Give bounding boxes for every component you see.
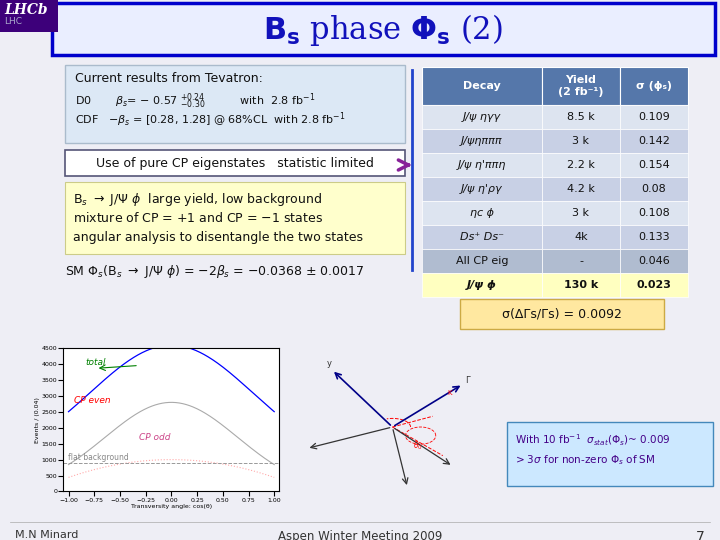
Text: D0       $\beta_s$= $-$ 0.57 $^{+0.24}_{-0.30}$          with  2.8 fb$^{-1}$: D0 $\beta_s$= $-$ 0.57 $^{+0.24}_{-0.30}… [75, 91, 315, 111]
Text: CP odd: CP odd [139, 433, 171, 442]
Text: > 3$\sigma$ for non-zero $\Phi_s$ of SM: > 3$\sigma$ for non-zero $\Phi_s$ of SM [515, 453, 655, 467]
Y-axis label: Events / (0.04): Events / (0.04) [35, 397, 40, 443]
FancyBboxPatch shape [422, 105, 542, 129]
Text: -: - [579, 256, 583, 266]
Text: J/ψ ϕ: J/ψ ϕ [467, 280, 497, 290]
FancyBboxPatch shape [620, 201, 688, 225]
FancyBboxPatch shape [422, 67, 542, 105]
FancyBboxPatch shape [422, 249, 542, 273]
FancyBboxPatch shape [542, 67, 620, 105]
FancyBboxPatch shape [65, 150, 405, 176]
Text: LHCb: LHCb [4, 3, 48, 17]
Text: 0.142: 0.142 [638, 136, 670, 146]
Text: 0.133: 0.133 [638, 232, 670, 242]
FancyBboxPatch shape [542, 249, 620, 273]
Text: total: total [85, 359, 105, 368]
Text: Yield
(2 fb⁻¹): Yield (2 fb⁻¹) [558, 75, 604, 97]
Text: LHC: LHC [4, 17, 22, 26]
FancyBboxPatch shape [52, 3, 715, 55]
X-axis label: Transversity angle: cos(θ): Transversity angle: cos(θ) [131, 504, 212, 509]
FancyBboxPatch shape [620, 273, 688, 297]
FancyBboxPatch shape [542, 153, 620, 177]
Text: J/ψ η'ππη: J/ψ η'ππη [458, 160, 506, 170]
FancyBboxPatch shape [542, 177, 620, 201]
Text: All CP eig: All CP eig [456, 256, 508, 266]
Text: Current results from Tevatron:: Current results from Tevatron: [75, 72, 263, 85]
FancyBboxPatch shape [460, 299, 664, 329]
Text: 0.109: 0.109 [638, 112, 670, 122]
Text: SM $\Phi_s$(B$_s$ $\rightarrow$ J/$\Psi$ $\phi$) = $-$2$\beta_s$ = $-$0.0368 $\p: SM $\Phi_s$(B$_s$ $\rightarrow$ J/$\Psi$… [65, 263, 364, 280]
FancyBboxPatch shape [0, 0, 58, 32]
Text: Use of pure CP eigenstates   statistic limited: Use of pure CP eigenstates statistic lim… [96, 157, 374, 170]
Text: 3 k: 3 k [572, 208, 590, 218]
FancyBboxPatch shape [542, 105, 620, 129]
FancyBboxPatch shape [422, 129, 542, 153]
FancyBboxPatch shape [542, 273, 620, 297]
Text: $\theta_0$: $\theta_0$ [413, 440, 423, 452]
FancyBboxPatch shape [620, 105, 688, 129]
Text: mixture of CP = +1 and CP = $-$1 states: mixture of CP = +1 and CP = $-$1 states [73, 211, 323, 225]
FancyBboxPatch shape [542, 225, 620, 249]
Text: 0.108: 0.108 [638, 208, 670, 218]
Text: 130 k: 130 k [564, 280, 598, 290]
Text: 0.154: 0.154 [638, 160, 670, 170]
FancyBboxPatch shape [620, 129, 688, 153]
Text: J/ψ ηγγ: J/ψ ηγγ [463, 112, 501, 122]
Text: 0.023: 0.023 [636, 280, 672, 290]
Text: Decay: Decay [463, 81, 501, 91]
Text: flat background: flat background [68, 453, 128, 462]
Text: $\mathbf{B_s}$ phase $\mathbf{\Phi_s}$ (2): $\mathbf{B_s}$ phase $\mathbf{\Phi_s}$ (… [263, 12, 503, 48]
Text: Aspen Winter Meeting 2009: Aspen Winter Meeting 2009 [278, 530, 442, 540]
Text: 3 k: 3 k [572, 136, 590, 146]
FancyBboxPatch shape [620, 67, 688, 105]
FancyBboxPatch shape [65, 182, 405, 254]
FancyBboxPatch shape [422, 273, 542, 297]
Text: angular analysis to disentangle the two states: angular analysis to disentangle the two … [73, 231, 363, 244]
FancyBboxPatch shape [422, 153, 542, 177]
Text: CDF   $-\beta_s$ = [0.28, 1.28] @ 68%CL  with 2.8 fb$^{-1}$: CDF $-\beta_s$ = [0.28, 1.28] @ 68%CL wi… [75, 110, 346, 129]
Text: CP even: CP even [74, 396, 111, 404]
Text: 7: 7 [696, 530, 705, 540]
Text: J/ψ η'ργ: J/ψ η'ργ [462, 184, 503, 194]
FancyBboxPatch shape [620, 225, 688, 249]
Text: M.N Minard: M.N Minard [15, 530, 78, 540]
Text: 0.046: 0.046 [638, 256, 670, 266]
Text: y: y [327, 359, 332, 368]
Text: Ds⁺ Ds⁻: Ds⁺ Ds⁻ [460, 232, 504, 242]
FancyBboxPatch shape [542, 129, 620, 153]
Text: σ(ΔΓs/Γs) = 0.0092: σ(ΔΓs/Γs) = 0.0092 [502, 307, 622, 321]
Text: B$_s$ $\rightarrow$ J/$\Psi$ $\phi$  large yield, low background: B$_s$ $\rightarrow$ J/$\Psi$ $\phi$ larg… [73, 191, 322, 208]
Text: K: K [448, 390, 452, 396]
FancyBboxPatch shape [507, 422, 713, 486]
FancyBboxPatch shape [620, 177, 688, 201]
Text: $\Gamma$: $\Gamma$ [465, 374, 472, 384]
Text: ηc ϕ: ηc ϕ [470, 208, 494, 218]
FancyBboxPatch shape [422, 225, 542, 249]
FancyBboxPatch shape [620, 153, 688, 177]
Text: 0.08: 0.08 [642, 184, 667, 194]
FancyBboxPatch shape [620, 249, 688, 273]
Text: J/ψηπππ: J/ψηπππ [462, 136, 503, 146]
FancyBboxPatch shape [422, 201, 542, 225]
FancyBboxPatch shape [422, 177, 542, 201]
FancyBboxPatch shape [65, 65, 405, 143]
Text: 4k: 4k [574, 232, 588, 242]
FancyBboxPatch shape [542, 201, 620, 225]
Text: σ (ϕₛ): σ (ϕₛ) [636, 81, 672, 91]
Text: 4.2 k: 4.2 k [567, 184, 595, 194]
Text: 2.2 k: 2.2 k [567, 160, 595, 170]
Text: 8.5 k: 8.5 k [567, 112, 595, 122]
Text: With 10 fb$^{-1}$  $\sigma_{stat}(\Phi_s)$~ 0.009: With 10 fb$^{-1}$ $\sigma_{stat}(\Phi_s)… [515, 433, 671, 448]
